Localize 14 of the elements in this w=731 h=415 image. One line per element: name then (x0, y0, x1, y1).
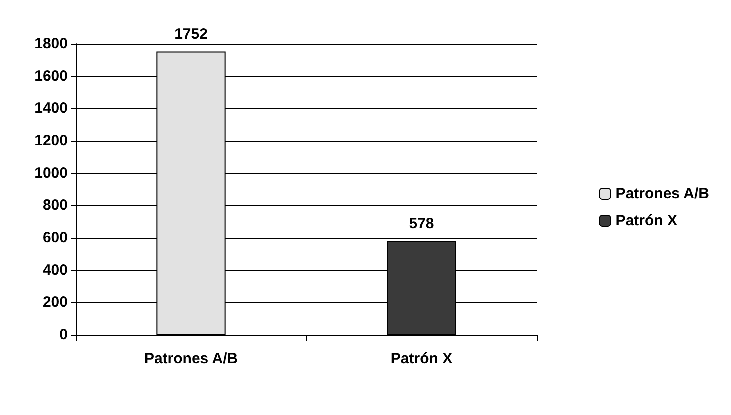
data-label: 1752 (174, 26, 208, 43)
y-tick-label: 600 (42, 230, 68, 246)
legend-label: Patrón X (616, 212, 678, 230)
y-tick-label: 200 (42, 294, 68, 312)
legend-label: Patrones A/B (616, 186, 710, 202)
y-tick-label: 0 (60, 326, 68, 344)
y-tick-label: 1800 (34, 36, 68, 52)
y-tick-label: 400 (42, 262, 68, 279)
y-tick-label: 1400 (34, 100, 68, 118)
y-tick-label: 1000 (34, 164, 68, 182)
y-tick-label: 1600 (34, 68, 68, 85)
y-tick-label: 1200 (34, 132, 68, 150)
y-tick-label: 800 (42, 197, 68, 214)
data-label: 578 (409, 216, 434, 233)
